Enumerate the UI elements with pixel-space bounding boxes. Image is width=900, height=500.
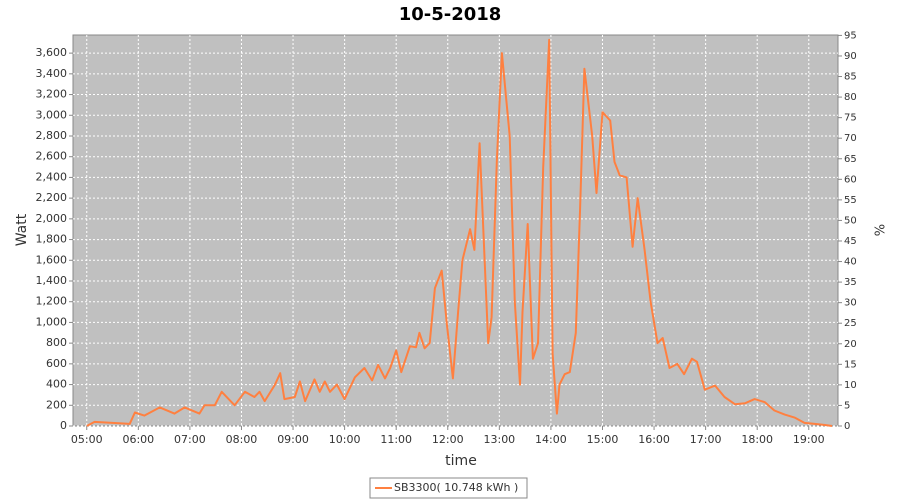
y2-tick-label: 85 [844, 72, 857, 83]
y2-tick-label: 20 [844, 339, 857, 350]
plot-area [72, 34, 839, 427]
y2-axis-title: % [874, 224, 889, 236]
y-tick-label: 200 [46, 398, 67, 411]
x-tick-label: 18:00 [741, 433, 773, 446]
y2-tick-label: 5 [844, 400, 850, 411]
x-tick-label: 05:00 [71, 433, 103, 446]
y2-tick-label: 35 [844, 277, 857, 288]
y2-tick-label: 50 [844, 215, 857, 226]
y2-tick-label: 10 [844, 380, 857, 391]
y-tick-label: 2,000 [36, 212, 68, 225]
x-tick-label: 09:00 [277, 433, 309, 446]
y2-tick-label: 75 [844, 113, 857, 124]
line-series [86, 38, 833, 427]
x-tick-label: 12:00 [432, 433, 464, 446]
y2-tick-label: 30 [844, 298, 857, 309]
x-tick-label: 11:00 [380, 433, 412, 446]
y-tick-label: 1,600 [36, 253, 68, 266]
y2-tick-label: 45 [844, 236, 857, 247]
y2-tick-label: 90 [844, 51, 857, 62]
y-tick-label: 1,400 [36, 274, 68, 287]
y-axis-title: Watt [14, 213, 30, 246]
y2-tick-label: 25 [844, 318, 857, 329]
x-tick-label: 06:00 [122, 433, 154, 446]
y-tick-label: 800 [46, 336, 67, 349]
chart-title: 10-5-2018 [399, 4, 502, 25]
x-tick-label: 10:00 [329, 433, 361, 446]
y2-tick-label: 0 [844, 421, 850, 432]
y-tick-label: 600 [46, 357, 67, 370]
y-tick-label: 2,200 [36, 191, 68, 204]
y-tick-label: 3,000 [36, 108, 68, 121]
y2-tick-label: 95 [844, 30, 857, 41]
x-tick-label: 16:00 [638, 433, 670, 446]
y2-tick-label: 60 [844, 174, 857, 185]
y2-tick-label: 70 [844, 133, 857, 144]
y-tick-label: 2,600 [36, 150, 68, 163]
y-tick-label: 3,200 [36, 88, 68, 101]
y-tick-label: 3,400 [36, 67, 68, 80]
y-tick-label: 1,800 [36, 233, 68, 246]
y2-tick-label: 65 [844, 154, 857, 165]
y-tick-label: 2,400 [36, 170, 68, 183]
y2-tick-label: 15 [844, 359, 857, 370]
legend [369, 477, 528, 499]
y-tick-label: 3,600 [36, 46, 68, 59]
x-axis-title: time [445, 453, 477, 469]
x-tick-label: 15:00 [587, 433, 619, 446]
y2-tick-label: 55 [844, 195, 857, 206]
x-tick-label: 13:00 [483, 433, 515, 446]
legend-label: SB3300( 10.748 kWh ) [394, 481, 518, 494]
x-tick-label: 07:00 [174, 433, 206, 446]
x-tick-label: 14:00 [535, 433, 567, 446]
y-tick-label: 0 [60, 419, 67, 432]
y-tick-label: 400 [46, 378, 67, 391]
y-tick-label: 1,000 [36, 315, 68, 328]
y2-tick-label: 80 [844, 92, 857, 103]
y-tick-label: 2,800 [36, 129, 68, 142]
x-tick-label: 17:00 [690, 433, 722, 446]
y2-tick-label: 40 [844, 257, 857, 268]
y-tick-label: 1,200 [36, 295, 68, 308]
x-tick-label: 19:00 [793, 433, 825, 446]
x-tick-label: 08:00 [226, 433, 258, 446]
